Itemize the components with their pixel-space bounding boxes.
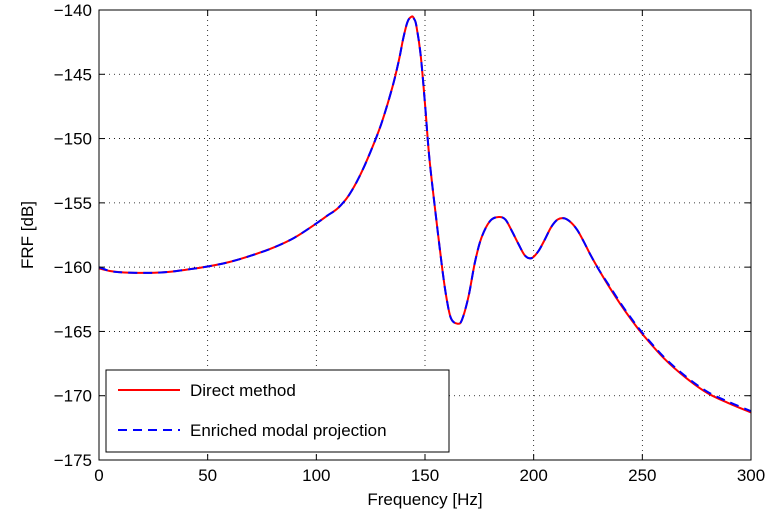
y-tick-label: −150 xyxy=(54,130,92,149)
x-tick-label: 250 xyxy=(628,466,656,485)
y-tick-label: −155 xyxy=(54,194,92,213)
series-layer xyxy=(98,15,752,414)
legend: Direct method Enriched modal projection xyxy=(105,369,450,453)
x-axis-label: Frequency [Hz] xyxy=(367,490,482,509)
y-tick-label: −175 xyxy=(54,451,92,470)
y-tick-label: −145 xyxy=(54,65,92,84)
x-tick-label: 100 xyxy=(302,466,330,485)
grid-lines xyxy=(99,10,751,460)
x-tick-labels: 0 50 100 150 200 250 300 xyxy=(94,466,765,485)
tick-marks xyxy=(98,9,752,461)
x-tick-label: 300 xyxy=(737,466,765,485)
y-tick-label: −160 xyxy=(54,258,92,277)
y-axis-label: FRF [dB] xyxy=(18,201,37,269)
legend-label-enriched-modal-projection: Enriched modal projection xyxy=(190,421,387,440)
x-tick-label: 200 xyxy=(519,466,547,485)
legend-box xyxy=(105,369,450,453)
series-line-enriched-modal-projection xyxy=(98,15,752,413)
legend-label-direct-method: Direct method xyxy=(190,381,296,400)
x-tick-label: 50 xyxy=(198,466,217,485)
y-tick-label: −170 xyxy=(54,387,92,406)
y-tick-labels: −175 −170 −165 −160 −155 −150 −145 −140 xyxy=(54,1,92,470)
y-tick-label: −165 xyxy=(54,322,92,341)
x-tick-label: 150 xyxy=(411,466,439,485)
y-tick-label: −140 xyxy=(54,1,92,20)
x-tick-label: 0 xyxy=(94,466,103,485)
